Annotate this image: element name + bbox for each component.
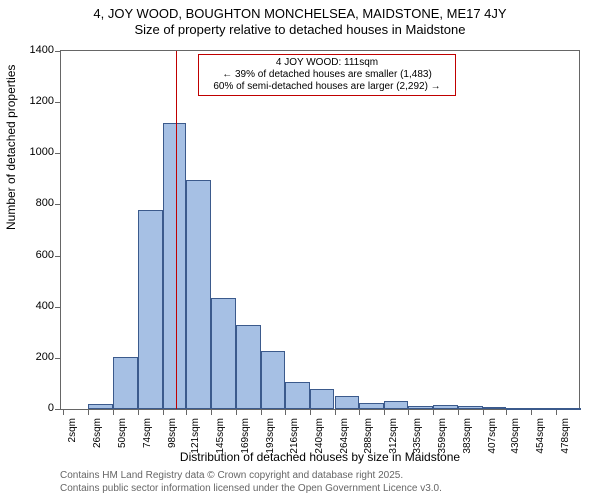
x-tick-mark <box>483 410 484 415</box>
x-tick-mark <box>138 410 139 415</box>
x-tick-mark <box>261 410 262 415</box>
x-tick-mark <box>113 410 114 415</box>
histogram-bar <box>483 407 507 409</box>
y-tick-label: 600 <box>22 249 54 261</box>
chart-title-line1: 4, JOY WOOD, BOUGHTON MONCHELSEA, MAIDST… <box>0 6 600 21</box>
histogram-bar <box>186 180 211 409</box>
histogram-bar <box>408 406 433 409</box>
y-axis-label: Number of detached properties <box>4 65 18 230</box>
histogram-bar <box>163 123 187 409</box>
x-tick-mark <box>163 410 164 415</box>
y-tick-label: 800 <box>22 197 54 209</box>
annotation-line2: ← 39% of detached houses are smaller (1,… <box>202 69 452 81</box>
plot-area: 4 JOY WOOD: 111sqm← 39% of detached hous… <box>60 50 580 410</box>
histogram-bar <box>335 396 360 409</box>
histogram-bar <box>138 210 163 409</box>
x-tick-mark <box>236 410 237 415</box>
y-tick-label: 400 <box>22 300 54 312</box>
x-tick-mark <box>88 410 89 415</box>
histogram-bar <box>236 325 261 409</box>
x-tick-mark <box>458 410 459 415</box>
annotation-line1: 4 JOY WOOD: 111sqm <box>202 57 452 69</box>
footer-line2: Contains public sector information licen… <box>60 483 442 494</box>
x-tick-mark <box>408 410 409 415</box>
x-tick-mark <box>384 410 385 415</box>
y-tick-label: 1000 <box>22 146 54 158</box>
x-tick-mark <box>556 410 557 415</box>
histogram-bar <box>113 357 138 409</box>
histogram-bar <box>506 408 531 410</box>
x-tick-mark <box>310 410 311 415</box>
chart-title-line2: Size of property relative to detached ho… <box>0 22 600 37</box>
histogram-bar <box>211 298 236 409</box>
x-tick-mark <box>531 410 532 415</box>
histogram-bar <box>285 382 310 409</box>
x-tick-mark <box>506 410 507 415</box>
x-tick-mark <box>211 410 212 415</box>
histogram-chart: 4, JOY WOOD, BOUGHTON MONCHELSEA, MAIDST… <box>0 0 600 500</box>
x-tick-mark <box>433 410 434 415</box>
histogram-bar <box>359 403 384 409</box>
reference-marker-line <box>176 51 177 409</box>
x-tick-mark <box>285 410 286 415</box>
histogram-bar <box>556 408 581 410</box>
histogram-bar <box>310 389 335 409</box>
histogram-bar <box>433 405 458 409</box>
y-tick-label: 1400 <box>22 44 54 56</box>
footer-line1: Contains HM Land Registry data © Crown c… <box>60 470 403 481</box>
y-tick-label: 200 <box>22 351 54 363</box>
histogram-bar <box>384 401 408 409</box>
x-tick-mark <box>186 410 187 415</box>
x-tick-mark <box>335 410 336 415</box>
x-axis-label: Distribution of detached houses by size … <box>60 450 580 464</box>
annotation-text-box: 4 JOY WOOD: 111sqm← 39% of detached hous… <box>198 54 456 96</box>
x-tick-mark <box>359 410 360 415</box>
y-tick-label: 0 <box>22 402 54 414</box>
y-tick-label: 1200 <box>22 95 54 107</box>
histogram-bar <box>261 351 285 409</box>
histogram-bar <box>458 406 483 409</box>
annotation-line3: 60% of semi-detached houses are larger (… <box>202 81 452 93</box>
x-tick-mark <box>63 410 64 415</box>
histogram-bar <box>88 404 113 409</box>
histogram-bar <box>531 408 556 410</box>
